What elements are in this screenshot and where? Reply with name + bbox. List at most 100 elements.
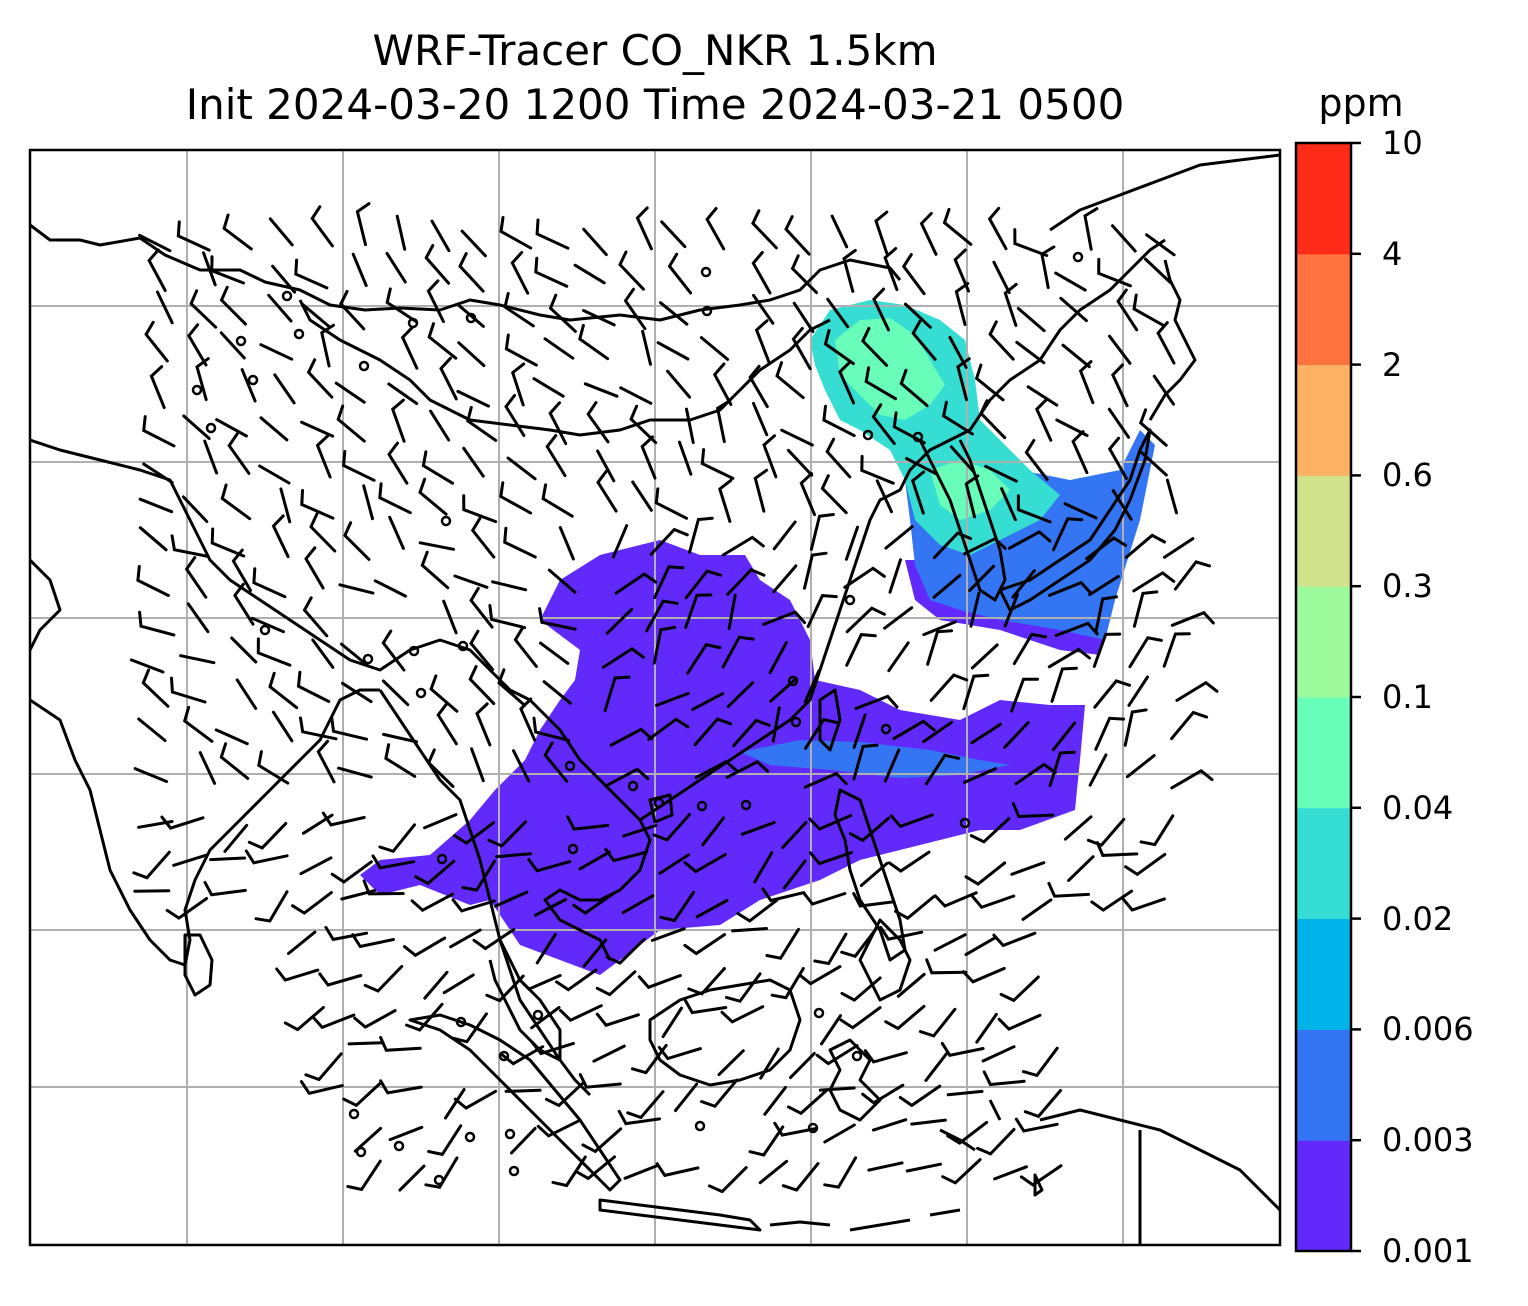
wind-barb (1107, 407, 1131, 439)
wind-barb (240, 368, 257, 403)
wind-barb (992, 931, 1037, 948)
wind-barb (768, 641, 788, 675)
wind-barb (864, 366, 897, 401)
wind-barb (740, 821, 776, 836)
wind-barb (257, 750, 290, 785)
wind-barb (910, 1118, 947, 1126)
wind-barb (852, 743, 879, 781)
wind-barb (678, 440, 693, 476)
wind-barb (852, 713, 867, 749)
wind-barb (414, 859, 456, 886)
wind-barb (872, 287, 890, 332)
wind-barb (798, 965, 842, 986)
wind-barb (572, 892, 615, 915)
wind-barb (371, 854, 416, 870)
wind-barb (1052, 517, 1084, 552)
wind-barb (752, 401, 769, 437)
calm-wind-circle (564, 760, 576, 772)
calm-wind-circle (436, 853, 448, 865)
wind-barb (964, 474, 980, 519)
wind-barb (619, 386, 653, 405)
wind-barb (533, 898, 568, 917)
wind-barb (453, 821, 496, 845)
wind-barb (136, 565, 170, 597)
calm-wind-circle (700, 266, 712, 278)
calm-wind-circle (293, 328, 305, 340)
wind-barb (786, 448, 814, 477)
wind-barb (444, 1088, 466, 1120)
sulawesi (828, 1038, 882, 1122)
wind-barb (497, 668, 527, 707)
wind-barb (535, 932, 557, 965)
wind-barb (789, 1051, 816, 1080)
wind-barb (860, 454, 895, 485)
wind-barb (657, 1045, 702, 1061)
wind-barb (1023, 1089, 1062, 1119)
wind-barb (963, 767, 998, 784)
wind-barb (209, 856, 247, 862)
wind-barb (385, 287, 418, 323)
wind-barb (701, 816, 726, 847)
wind-barb (503, 526, 537, 559)
calm-wind-circle (457, 640, 469, 652)
wind-barb (381, 679, 410, 707)
wind-barb (256, 637, 292, 667)
wind-barb (753, 468, 769, 513)
wind-barb (165, 897, 209, 920)
wind-barb (1094, 716, 1126, 751)
wind-barb (426, 748, 455, 788)
wind-barb (1047, 881, 1090, 898)
wind-barb (969, 591, 981, 628)
wind-barb (1092, 632, 1122, 668)
wind-barb (453, 1089, 498, 1110)
wind-barb (601, 646, 645, 669)
wind-barb (301, 302, 331, 328)
wind-barb (808, 851, 854, 866)
wind-barb (291, 891, 333, 915)
wind-barb (683, 998, 728, 1015)
wind-barb (595, 1012, 640, 1027)
wind-barb (210, 527, 246, 558)
wind-barb (970, 722, 1002, 745)
wind-barb (968, 564, 996, 592)
wind-barb (815, 1044, 859, 1066)
wind-barb (771, 706, 781, 743)
wind-barb (726, 568, 766, 596)
wind-barb (578, 850, 611, 871)
wind-barb (623, 1164, 659, 1180)
coastlines (30, 153, 1280, 1245)
wind-barb (823, 329, 855, 366)
wind-barb (883, 247, 899, 292)
wind-barb (922, 620, 957, 637)
wind-barb (650, 927, 686, 942)
wind-barb (387, 441, 409, 485)
wind-barb (530, 1006, 561, 1030)
wind-barb (198, 751, 217, 785)
calm-wind-circle (235, 335, 247, 347)
wind-barb (971, 894, 1016, 910)
wind-barb (156, 290, 174, 325)
wind-barb (398, 1164, 426, 1192)
russia-coast (1049, 153, 1280, 232)
wind-barb (765, 927, 800, 960)
wind-barb (629, 404, 658, 445)
wind-barb (304, 1052, 343, 1082)
wind-barb (548, 293, 577, 333)
wind-barb (861, 1083, 905, 1105)
wind-barb (506, 456, 537, 481)
taiwan (818, 688, 842, 752)
wind-barb (1054, 271, 1087, 292)
wind-barb (596, 449, 616, 483)
wind-barb (956, 357, 971, 402)
wind-barb (1012, 632, 1048, 666)
wind-barb (1111, 224, 1137, 253)
wind-barb (911, 319, 937, 361)
wind-barb (202, 251, 217, 287)
wind-barb (283, 1006, 325, 1032)
calm-wind-circle (247, 374, 259, 386)
bay-east-coast (378, 689, 562, 1062)
wind-barb (259, 416, 289, 442)
wind-barb (964, 861, 1007, 886)
wind-barb (845, 606, 886, 634)
wind-barb (541, 483, 574, 518)
